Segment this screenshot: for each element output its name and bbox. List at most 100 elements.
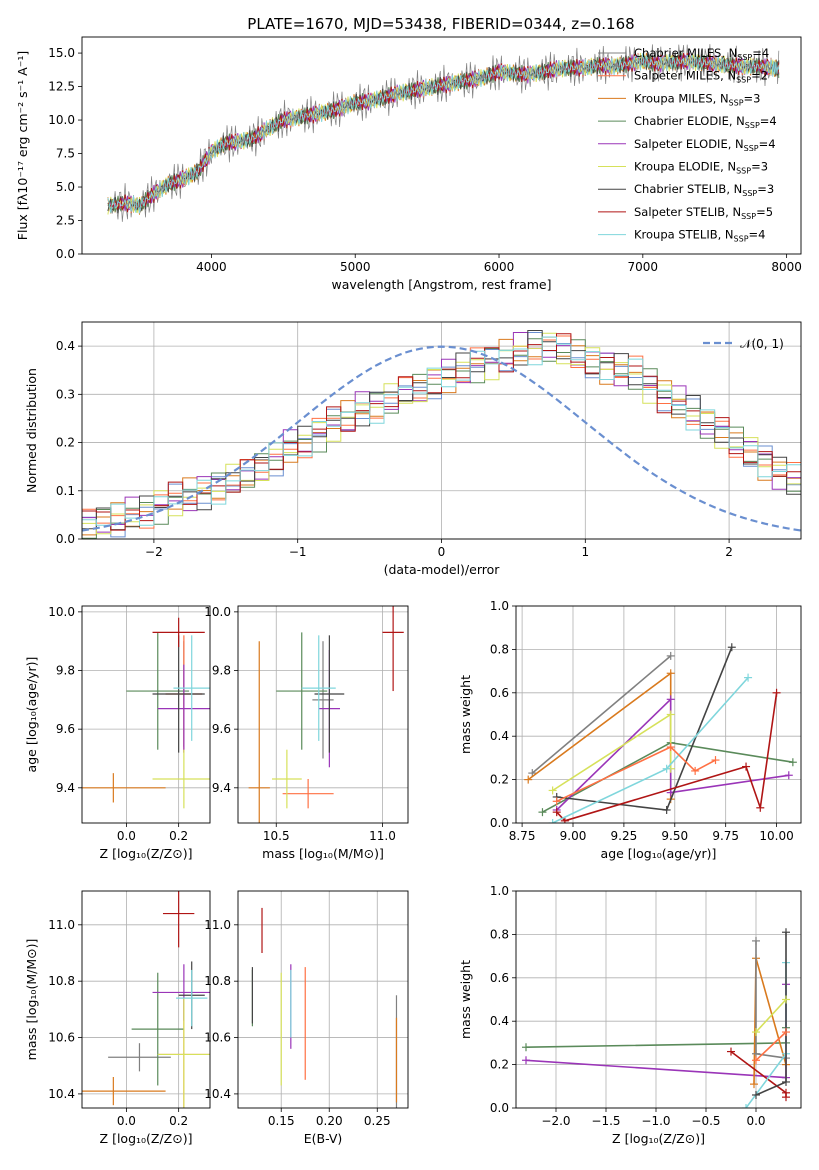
errorbar-point [108, 1043, 171, 1072]
x-tick-label: 9.75 [712, 829, 739, 843]
spectrum-legend: Chabrier MILES, NSSP=4 Salpeter MILES, NS… [598, 46, 777, 244]
x-tick-label: 2 [725, 545, 733, 559]
y-tick-label: 10.4 [204, 1087, 231, 1101]
mass-vs-ebv-xlabel: E(B-V) [304, 1131, 343, 1146]
weight-point-marker [742, 762, 751, 771]
weight-point-marker [548, 819, 557, 823]
age-vs-z-frame [81, 605, 211, 824]
errorbar-point [157, 998, 210, 1108]
x-tick-label: 11.0 [369, 829, 396, 843]
x-tick-label: 0.0 [746, 1114, 765, 1128]
legend-label: Salpeter ELODIE, NSSP=4 [634, 137, 776, 153]
y-tick-label: 10.0 [204, 605, 231, 619]
legend-label: Chabrier ELODIE, NSSP=4 [634, 114, 777, 130]
y-tick-label: 10.0 [48, 113, 75, 127]
legend-label: Chabrier STELIB, NSSP=3 [634, 182, 774, 198]
weight-series-line [745, 962, 787, 1108]
errorbar-point [131, 972, 184, 1086]
x-tick-label: 0.15 [268, 1114, 295, 1128]
weight-point-marker [727, 643, 736, 652]
age-vs-mass-xlabel: mass [log₁₀(M/M⊙)] [262, 846, 384, 861]
age-vs-z-plot [82, 617, 210, 809]
x-tick-label: 10.5 [263, 829, 290, 843]
spectrum-xlabel: wavelength [Angstrom, rest frame] [331, 277, 551, 292]
x-tick-label: 0.20 [316, 1114, 343, 1128]
y-tick-label: 9.8 [56, 664, 75, 678]
errorbar-point [301, 635, 336, 741]
legend-label: Kroupa MILES, NSSP=3 [634, 91, 760, 107]
errorbar-point [272, 749, 302, 809]
errorbar-point [282, 779, 334, 809]
y-tick-label: 10.8 [204, 974, 231, 988]
weight-point-marker [691, 766, 700, 775]
histogram-series [82, 336, 801, 539]
weight-point-marker [552, 808, 561, 817]
errorbar-point [157, 664, 210, 753]
weight-series-line [531, 655, 672, 774]
y-tick-label: 0.2 [490, 1058, 509, 1072]
spectrum-plot [107, 44, 780, 222]
errorbar-point [176, 969, 208, 1027]
weight-point-marker [756, 803, 765, 812]
age-vs-mass-panel: 10.5 11.0 9.4 9.6 9.8 10.0 mass [log₁₀(M/M⊙)] [204, 605, 409, 861]
weight-point-marker [742, 1104, 750, 1108]
mass-vs-ebv-panel: 0.15 0.20 0.25 10.4 10.6 10.8 11.0 E(B-V) [204, 890, 409, 1146]
weight-point-marker [752, 1028, 760, 1037]
legend-label: Chabrier MILES, NSSP=4 [634, 46, 769, 62]
spectrum-frame [81, 36, 802, 255]
weight-series-line [542, 741, 794, 813]
legend-label: Kroupa ELODIE, NSSP=3 [634, 160, 768, 176]
x-tick-label: −1.5 [591, 1114, 620, 1128]
weight-vs-z-panel: −2.0 −1.5 −1.0 −0.5 0.0 0.0 0.2 0.4 0.6 0.8 1.0 Z [… [458, 884, 802, 1146]
spectrum-series-line [107, 53, 780, 214]
weight-point-marker [522, 1056, 530, 1065]
y-tick-label: 1.0 [490, 884, 509, 898]
weight-point-marker [782, 1077, 790, 1086]
y-tick-label: 10.6 [48, 1031, 75, 1045]
weight-point-marker [666, 743, 675, 752]
weight-point-marker [711, 756, 720, 765]
x-tick-label: 0.2 [169, 829, 188, 843]
y-tick-label: 7.5 [56, 147, 75, 161]
residual-histogram-ylabel: Normed distribution [24, 368, 39, 493]
x-tick-label: 1 [581, 545, 589, 559]
y-tick-label: 11.0 [204, 918, 231, 932]
x-tick-label: 9.00 [560, 829, 587, 843]
weight-point-marker [560, 816, 569, 823]
y-tick-label: 0.4 [490, 729, 509, 743]
weight-point-marker [782, 1093, 790, 1102]
y-tick-label: 9.4 [212, 781, 231, 795]
y-tick-label: 10.4 [48, 1087, 75, 1101]
mass-vs-z-panel: 0.0 0.2 10.4 10.6 10.8 11.0 Z [log₁₀(Z/Z⊙)] mas… [24, 890, 211, 1146]
x-tick-label: 0.2 [169, 1114, 188, 1128]
y-tick-label: 0.4 [490, 1014, 509, 1028]
y-tick-label: 10.6 [204, 1031, 231, 1045]
weight-point-marker [752, 936, 760, 945]
x-tick-label: 9.25 [611, 829, 638, 843]
histogram-series [82, 333, 801, 539]
weight-point-marker [744, 673, 753, 682]
mass-vs-ebv-frame [237, 890, 409, 1109]
errorbar-point [82, 1077, 166, 1106]
x-tick-label: 0.0 [117, 1114, 136, 1128]
weight-point-marker [524, 775, 533, 784]
y-tick-label: 10.8 [48, 974, 75, 988]
weight-point-marker [662, 805, 671, 814]
weight-point-marker [548, 786, 557, 795]
age-vs-z-grid [82, 606, 210, 823]
errorbar-point [152, 617, 205, 648]
legend-label: Salpeter MILES, NSSP=2 [634, 69, 768, 85]
y-tick-label: 0.2 [56, 436, 75, 450]
errorbar-point [382, 606, 404, 692]
residual-histogram-frame [81, 321, 802, 540]
x-tick-label: −2 [145, 545, 163, 559]
errorbar-point [314, 635, 345, 753]
weight-point-marker [522, 1043, 530, 1052]
weight-point-marker [552, 797, 561, 806]
mass-vs-z-frame [81, 890, 211, 1109]
errorbar-point [173, 635, 210, 741]
y-tick-label: 0.8 [490, 927, 509, 941]
y-tick-label: 0.0 [56, 532, 75, 546]
weight-vs-age-frame [515, 605, 802, 824]
age-vs-z-ylabel: age [log₁₀(age/yr)] [24, 657, 39, 773]
